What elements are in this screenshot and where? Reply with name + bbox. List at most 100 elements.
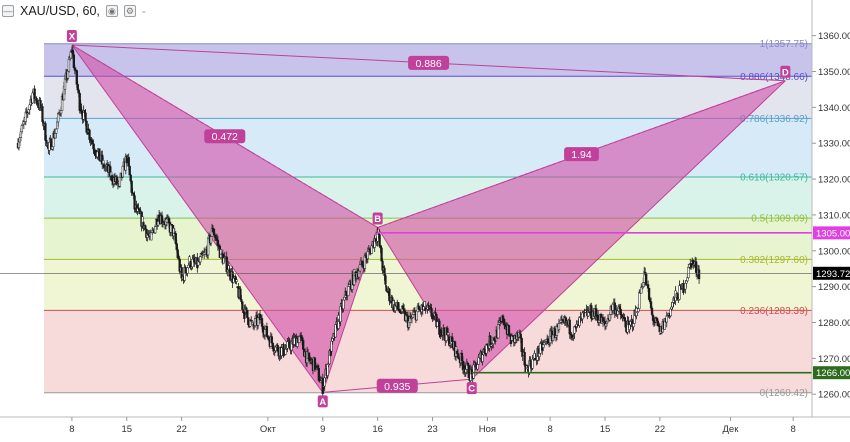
ratio-label-bg (408, 55, 450, 70)
time-tick-label: 15 (600, 424, 611, 435)
price-marker-bg (813, 266, 850, 280)
price-tick-label: 1340.00 (818, 103, 850, 114)
point-badge (780, 65, 791, 78)
candle-body (440, 329, 443, 334)
candle-body (378, 234, 381, 247)
candle-body (245, 307, 248, 311)
price-candle (246, 310, 249, 319)
fib-level-label: 0(1260.42) (760, 388, 808, 399)
price-tick-label: 1280.00 (818, 318, 850, 329)
candle-body (186, 267, 189, 274)
symbol-title[interactable]: XAU/USD, 60, (20, 4, 100, 18)
candle-body (265, 326, 269, 337)
ratio-label: 0.935 (376, 378, 418, 393)
ratio-label-bg (204, 129, 246, 144)
candle-body (557, 323, 561, 330)
candle-body (384, 275, 387, 285)
candle-body (342, 299, 345, 310)
price-candle (645, 271, 648, 287)
candle-body (477, 357, 480, 365)
candle-body (235, 279, 238, 282)
candle-body (184, 267, 187, 273)
point-badge (66, 29, 77, 42)
candle-body (20, 124, 24, 133)
point-badge (466, 382, 477, 395)
candle-body (118, 176, 122, 187)
candle-body (302, 339, 305, 350)
time-tick-label: 22 (176, 424, 187, 435)
candle-body (55, 128, 58, 134)
point-label: B (374, 214, 381, 225)
horizontal-lines[interactable] (0, 232, 812, 374)
candle-body (246, 310, 249, 318)
candle-body (41, 106, 44, 122)
price-candle (235, 277, 238, 285)
ratio-label-text: 0.935 (384, 381, 410, 393)
candle-body (127, 157, 130, 167)
price-tick-label: 1300.00 (818, 246, 850, 257)
fib-level-label: 1(1357.75) (760, 39, 808, 50)
price-marker-text: 1266.00 (816, 368, 850, 379)
price-tick-label: 1330.00 (818, 139, 850, 150)
time-tick-label: Ноя (479, 424, 496, 435)
candle-body (144, 225, 147, 230)
candle-body (59, 110, 63, 114)
ratio-label: 1.94 (564, 147, 599, 162)
candle-body (423, 301, 426, 307)
ratio-label: 0.472 (204, 129, 246, 144)
candle-body (284, 349, 287, 355)
price-candle (282, 342, 285, 358)
eye-icon[interactable]: ◉ (105, 5, 118, 17)
candle-body (650, 307, 654, 315)
candle-body (209, 236, 213, 244)
candle-body (251, 320, 254, 323)
candle-body (647, 287, 651, 300)
time-tick-label: 8 (547, 424, 552, 435)
pattern-point: X (66, 29, 77, 42)
price-tick-label: 1270.00 (818, 354, 850, 365)
candle-body (199, 256, 202, 263)
candle-body (645, 274, 648, 286)
settings-icon[interactable]: ⚙ (123, 5, 136, 17)
price-candle (121, 165, 124, 179)
price-candle (384, 273, 387, 287)
candle-body (474, 362, 477, 366)
candle-body (638, 291, 641, 309)
ratio-label-bg (564, 147, 599, 162)
price-tick-label: 1310.00 (818, 210, 850, 221)
pattern-labels: 0.472 1.94 0.886 0.935 X A B C D (66, 29, 791, 408)
candle-body (241, 301, 244, 310)
fib-level-label: 0.618(1320.57) (740, 173, 808, 184)
candle-body (483, 349, 486, 354)
point-label: A (319, 397, 326, 408)
price-candle (85, 120, 88, 133)
candle-body (494, 340, 497, 342)
time-tick-label: 15 (121, 424, 132, 435)
price-candle (690, 263, 693, 270)
fib-level-label: 0.236(1283.39) (740, 306, 808, 317)
time-tick-label: 22 (655, 424, 666, 435)
pattern-line-xb[interactable] (71, 44, 378, 228)
candle-body (133, 195, 136, 210)
time-tick-label: 8 (69, 424, 74, 435)
candle-body (98, 148, 101, 161)
candle-body (154, 226, 157, 234)
candle-body (191, 258, 194, 267)
candle-body (485, 344, 488, 354)
fib-zone (44, 310, 812, 393)
time-tick-label: Окт (260, 424, 277, 435)
price-tick-label: 1350.00 (818, 67, 850, 78)
candle-body (605, 321, 609, 324)
candle-body (436, 321, 439, 327)
fib-level-label: 0.5(1309.09) (751, 214, 808, 225)
price-tick-label: 1260.00 (818, 390, 850, 401)
price-marker: 1293.72 (813, 266, 850, 280)
collapse-icon[interactable]: — (2, 5, 14, 17)
price-candle (697, 265, 701, 284)
price-candle (98, 148, 101, 161)
price-candle (118, 176, 122, 188)
candle-body (619, 308, 622, 315)
